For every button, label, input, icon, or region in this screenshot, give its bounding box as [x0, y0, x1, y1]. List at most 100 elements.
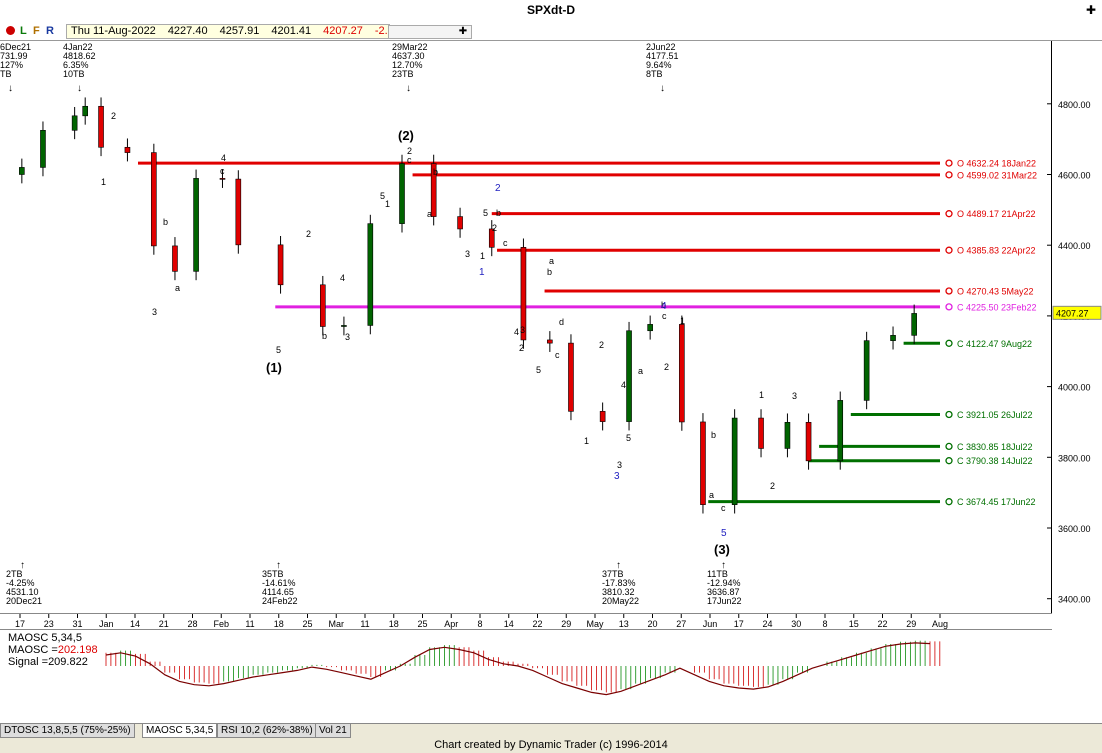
- oscillator-panel[interactable]: MAOSC 5,34,5 MAOSC =202.198 Signal =209.…: [0, 629, 1052, 724]
- footer-credit: Chart created by Dynamic Trader (c) 1996…: [434, 739, 668, 751]
- candle-body: [235, 178, 242, 246]
- date-tick-label: Apr: [444, 619, 458, 629]
- wave-label-blue: 3: [614, 471, 620, 482]
- wave-label-minor: 4: [221, 153, 226, 163]
- swing-low-annotation: 4114.65: [262, 587, 294, 597]
- close-icon[interactable]: ✚: [1085, 3, 1097, 17]
- swing-arrow-up: ↑: [276, 560, 281, 571]
- date-tick-label: Jan: [99, 619, 114, 629]
- record-icon[interactable]: [6, 26, 15, 35]
- date-tick-label: 23: [44, 619, 54, 629]
- oscillator-signal-label: Signal: [8, 656, 39, 668]
- bar-close: 4207.27: [323, 25, 363, 37]
- wave-label-major: (2): [398, 128, 414, 143]
- date-tick-label: 30: [791, 619, 801, 629]
- swing-low-annotation: 17Jun22: [707, 596, 742, 606]
- candle-body: [219, 178, 226, 180]
- swing-high-annotation: 4818.62: [63, 51, 96, 61]
- bar-high: 4257.91: [219, 25, 260, 37]
- level-marker: [945, 498, 953, 506]
- date-tick-label: 20: [647, 619, 657, 629]
- candle-body: [71, 115, 78, 131]
- price-tick-label: 3400.00: [1058, 595, 1091, 605]
- date-tick-label: Feb: [213, 619, 229, 629]
- price-axis-svg: 3400.003600.003800.004000.004200.004400.…: [1052, 100, 1102, 605]
- date-tick-label: 25: [417, 619, 427, 629]
- candle-body: [784, 422, 791, 449]
- candle-body: [430, 163, 437, 217]
- swing-low-annotation: -4.25%: [6, 578, 35, 588]
- date-tick-label: 24: [762, 619, 772, 629]
- price-tick-label: 3600.00: [1058, 524, 1091, 534]
- level-marker: [945, 171, 953, 179]
- tab-dtosc[interactable]: DTOSC 13,8,5,5 (75%-25%): [0, 724, 135, 738]
- date-tick-label: Jun: [703, 619, 718, 629]
- wave-label-minor: 2: [770, 481, 775, 491]
- candle-body: [457, 216, 463, 230]
- level-marker: [945, 287, 953, 295]
- chart-scroller[interactable]: ✚: [388, 25, 472, 39]
- price-chart-panel[interactable]: O 4632.24 18Jan22 O 4599.02 31Mar22 O 4489…: [0, 41, 1052, 613]
- oscillator-signal-line: [105, 642, 931, 696]
- price-axis: 3400.003600.003800.004000.004200.004400.…: [1052, 41, 1102, 613]
- mode-r-button[interactable]: R: [46, 25, 54, 37]
- swing-arrow-down: ↓: [406, 83, 411, 94]
- wave-label-minor: d: [559, 317, 564, 327]
- date-tick-label: May: [586, 619, 604, 629]
- wave-label-minor: 2: [599, 340, 604, 350]
- date-tick-label: 18: [389, 619, 399, 629]
- bar-open: 4227.40: [167, 25, 208, 37]
- mode-l-button[interactable]: L: [20, 25, 27, 37]
- wave-label-blue: 2: [495, 183, 501, 194]
- date-tick-label: 29: [906, 619, 916, 629]
- swing-high-annotation: 12.70%: [392, 60, 423, 70]
- wave-label-minor: 2: [492, 223, 497, 233]
- candle-body: [805, 422, 812, 462]
- date-tick-label: 8: [822, 619, 827, 629]
- oscillator-name: MAOSC 5,34,5: [8, 632, 82, 644]
- wave-label-minor: 5: [483, 208, 488, 218]
- wave-label-minor: 1: [584, 436, 589, 446]
- candle-body: [172, 245, 178, 272]
- wave-label-blue: 1: [479, 267, 485, 278]
- swing-low-annotation: 24Feb22: [262, 596, 298, 606]
- wave-label-minor: a: [638, 366, 643, 376]
- wave-label-blue: 4: [661, 301, 667, 312]
- wave-label-minor: 1: [480, 251, 485, 261]
- date-tick-label: 11: [245, 619, 254, 629]
- swing-high-annotation: 4177.51: [646, 51, 679, 61]
- level-label: C 3921.05 26Jul22: [957, 410, 1033, 420]
- wave-label-minor: c: [220, 166, 225, 176]
- wave-label-minor: c: [662, 311, 667, 321]
- date-tick-label: 14: [504, 619, 514, 629]
- wave-label-minor: 3: [617, 460, 622, 470]
- wave-label-minor: 3: [345, 332, 350, 342]
- level-marker: [945, 303, 953, 311]
- swing-arrow-down: ↓: [660, 83, 665, 94]
- candle-body: [319, 284, 326, 327]
- swing-low-annotation: 4531.10: [6, 587, 39, 597]
- swing-low-annotation: 20May22: [602, 596, 639, 606]
- level-label: C 3830.85 18Jul22: [957, 442, 1033, 452]
- tab-vol[interactable]: Vol 21: [315, 724, 351, 738]
- tab-rsi[interactable]: RSI 10,2 (62%-38%): [217, 724, 317, 738]
- candle-body: [520, 247, 527, 341]
- tab-maosc[interactable]: MAOSC 5,34,5: [142, 724, 218, 738]
- candle-body: [731, 417, 738, 505]
- wave-label-minor: 3: [792, 391, 797, 401]
- date-tick-label: 17: [15, 619, 25, 629]
- candle-body: [679, 324, 685, 423]
- wave-label-minor: b: [163, 217, 168, 227]
- level-label: C 3790.38 14Jul22: [957, 456, 1033, 466]
- level-label: C 4122.47 9Aug22: [957, 339, 1032, 349]
- candle-body: [124, 146, 131, 153]
- wave-label-minor: c: [721, 503, 726, 513]
- level-label: O 4385.83 22Apr22: [957, 246, 1036, 256]
- scroll-right-icon[interactable]: ✚: [458, 26, 468, 37]
- wave-label-major: (3): [714, 542, 730, 557]
- mode-f-button[interactable]: F: [33, 25, 40, 37]
- swing-arrow-up: ↑: [721, 560, 726, 571]
- candle-body: [863, 340, 870, 401]
- date-tick-label: Aug: [932, 619, 948, 629]
- wave-label-minor: 4: [340, 273, 345, 283]
